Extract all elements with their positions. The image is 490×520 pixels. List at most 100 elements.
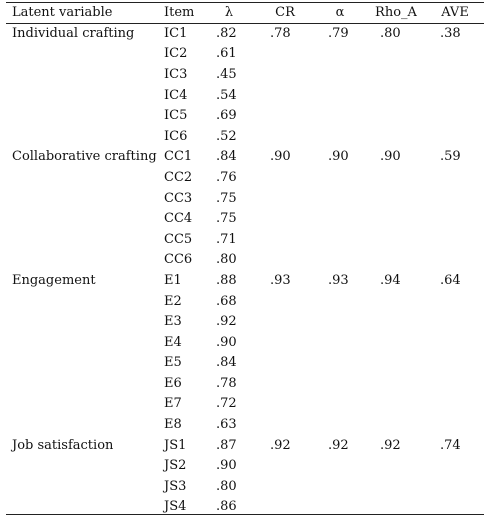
latent-variable-cell <box>6 44 154 65</box>
table-row: CC5 .71 <box>6 229 484 250</box>
cr-cell <box>256 85 314 106</box>
cr-cell <box>256 497 314 518</box>
rho-a-cell: .90 <box>380 149 401 165</box>
ave-cell <box>426 229 484 250</box>
cr-cell <box>256 291 314 312</box>
lambda-cell: .75 <box>216 190 237 206</box>
latent-variable-cell <box>6 250 154 271</box>
latent-variable-cell: Individual crafting <box>12 25 135 41</box>
lambda-cell: .88 <box>216 272 237 288</box>
rho-a-cell: .94 <box>380 272 401 288</box>
header-item: Item <box>164 5 195 20</box>
header-lambda: λ <box>224 5 234 20</box>
rho-a-cell <box>366 394 426 415</box>
latent-variable-cell <box>6 64 154 85</box>
rho-a-cell <box>366 373 426 394</box>
item-cell: IC4 <box>164 87 188 103</box>
lambda-cell: .78 <box>216 375 237 391</box>
item-cell: E8 <box>164 417 182 433</box>
latent-variable-cell: Job satisfaction <box>12 437 114 453</box>
table-row: IC6 .52 <box>6 126 484 147</box>
ave-cell <box>426 126 484 147</box>
cr-cell <box>256 208 314 229</box>
cr-cell: .90 <box>270 149 291 165</box>
item-cell: E5 <box>164 355 182 371</box>
alpha-cell <box>314 64 366 85</box>
latent-variable-cell <box>6 291 154 312</box>
table-row: CC3 .75 <box>6 188 484 209</box>
alpha-cell <box>314 332 366 353</box>
item-cell: E3 <box>164 314 182 330</box>
lambda-cell: .75 <box>216 211 237 227</box>
alpha-cell: .79 <box>328 25 349 41</box>
alpha-cell: .92 <box>328 437 349 453</box>
alpha-cell <box>314 126 366 147</box>
rho-a-cell: .80 <box>380 25 401 41</box>
latent-variable-cell <box>6 229 154 250</box>
lambda-cell: .86 <box>216 499 237 515</box>
latent-variable-cell <box>6 373 154 394</box>
item-cell: CC2 <box>164 169 193 185</box>
header-rho-a: Rho_A <box>375 5 417 20</box>
alpha-cell <box>314 291 366 312</box>
rho-a-cell <box>366 291 426 312</box>
item-cell: IC2 <box>164 46 188 62</box>
table-header: Latent variable Item λ CR α Rho_A AVE <box>6 2 484 23</box>
alpha-cell <box>314 167 366 188</box>
item-cell: CC1 <box>164 149 193 165</box>
alpha-cell <box>314 455 366 476</box>
ave-cell: .59 <box>440 149 461 165</box>
item-cell: E7 <box>164 396 182 412</box>
lambda-cell: .90 <box>216 458 237 474</box>
cr-cell <box>256 250 314 271</box>
lambda-cell: .63 <box>216 417 237 433</box>
lambda-cell: .61 <box>216 46 237 62</box>
ave-cell <box>426 455 484 476</box>
latent-variable-cell <box>6 476 154 497</box>
cr-cell <box>256 44 314 65</box>
item-cell: IC1 <box>164 25 188 41</box>
rho-a-cell <box>366 188 426 209</box>
latent-variable-cell <box>6 208 154 229</box>
ave-cell <box>426 208 484 229</box>
latent-variable-cell <box>6 332 154 353</box>
latent-variable-cell <box>6 311 154 332</box>
item-cell: E4 <box>164 334 182 350</box>
alpha-cell <box>314 476 366 497</box>
latent-variable-cell <box>6 188 154 209</box>
rho-a-cell <box>366 44 426 65</box>
lambda-cell: .76 <box>216 169 237 185</box>
ave-cell <box>426 85 484 106</box>
rho-a-cell <box>366 353 426 374</box>
measurement-model-table: Latent variable Item λ CR α Rho_A AVE In… <box>6 2 484 517</box>
lambda-cell: .82 <box>216 25 237 41</box>
cr-cell <box>256 64 314 85</box>
header-cr: CR <box>275 5 295 20</box>
latent-variable-cell: Collaborative crafting <box>12 149 157 165</box>
latent-variable-cell <box>6 455 154 476</box>
cr-cell <box>256 455 314 476</box>
cr-cell: .93 <box>270 272 291 288</box>
table-row: JS4 .86 <box>6 497 484 518</box>
cr-cell: .92 <box>270 437 291 453</box>
ave-cell <box>426 291 484 312</box>
ave-cell: .64 <box>440 272 461 288</box>
lambda-cell: .54 <box>216 87 237 103</box>
latent-variable-cell <box>6 126 154 147</box>
lambda-cell: .84 <box>216 355 237 371</box>
header-alpha: α <box>335 5 345 20</box>
table-row: Individual crafting IC1 .82 .78 .79 .80 .38 <box>6 23 484 44</box>
alpha-cell <box>314 497 366 518</box>
rho-a-cell <box>366 250 426 271</box>
latent-variable-cell <box>6 497 154 518</box>
lambda-cell: .72 <box>216 396 237 412</box>
item-cell: E1 <box>164 272 182 288</box>
table-row: E3 .92 <box>6 311 484 332</box>
table-row: E6 .78 <box>6 373 484 394</box>
item-cell: E2 <box>164 293 182 309</box>
lambda-cell: .87 <box>216 437 237 453</box>
rho-a-cell <box>366 332 426 353</box>
rho-a-cell <box>366 311 426 332</box>
item-cell: CC5 <box>164 231 193 247</box>
table-row: IC5 .69 <box>6 105 484 126</box>
